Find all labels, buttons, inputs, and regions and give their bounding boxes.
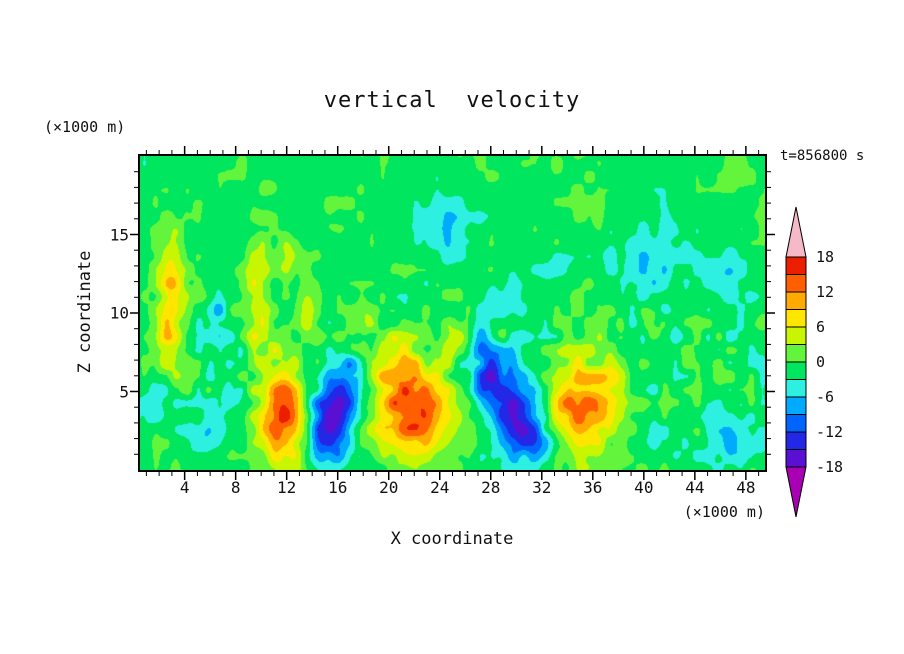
x-tick-label: 32 <box>532 478 552 497</box>
z-tick-label: 5 <box>119 382 129 401</box>
x-tick-label: 40 <box>634 478 654 497</box>
x-tick-label: 28 <box>481 478 501 497</box>
colorbar-tick-label: 12 <box>816 283 834 301</box>
x-tick-label: 16 <box>328 478 348 497</box>
x-tick-label: 4 <box>179 478 190 497</box>
chart-title: vertical velocity <box>323 88 581 113</box>
z-tick-label: 10 <box>109 303 129 323</box>
x-axis-label: X coordinate <box>390 529 514 549</box>
colorbar-band <box>785 291 807 310</box>
colorbar-band <box>785 414 807 433</box>
colorbar-arrow-bottom <box>785 466 807 518</box>
colorbar-tick-label: 18 <box>816 248 834 266</box>
colorbar-band <box>785 344 807 363</box>
x-tick-label: 8 <box>230 478 241 497</box>
time-annotation: t=856800 s <box>780 148 865 164</box>
y-axis-units: (×1000 m) <box>44 118 126 136</box>
x-axis-units: (×1000 m) <box>683 503 765 521</box>
colorbar-band <box>785 379 807 398</box>
colorbar-band <box>785 361 807 380</box>
colorbar-band <box>785 256 807 275</box>
x-tick-label: 24 <box>430 478 450 497</box>
colorbar-tick-label: 6 <box>816 318 825 336</box>
x-tick-label: 44 <box>685 478 705 497</box>
colorbar-band <box>785 309 807 328</box>
colorbar-arrow-top <box>785 206 807 258</box>
x-tick-label: 20 <box>379 478 399 497</box>
colorbar-tick-label: -6 <box>816 388 834 406</box>
x-tick-label: 36 <box>583 478 603 497</box>
colorbar-band <box>785 326 807 345</box>
colorbar-tick-label: 0 <box>816 353 825 371</box>
colorbar-tick-label: -12 <box>816 423 843 441</box>
y-axis-label: Z coordinate <box>75 250 95 374</box>
colorbar-band <box>785 274 807 293</box>
colorbar-band <box>785 449 807 468</box>
contour-field <box>140 156 765 470</box>
z-tick-label: 15 <box>109 225 129 244</box>
x-tick-label: 12 <box>277 478 297 497</box>
colorbar-tick-label: -18 <box>816 458 843 476</box>
x-tick-label: 48 <box>736 478 756 497</box>
colorbar: 18 12 6 0 -6 -12 -18 <box>785 206 843 518</box>
colorbar-band <box>785 431 807 450</box>
colorbar-band <box>785 396 807 415</box>
